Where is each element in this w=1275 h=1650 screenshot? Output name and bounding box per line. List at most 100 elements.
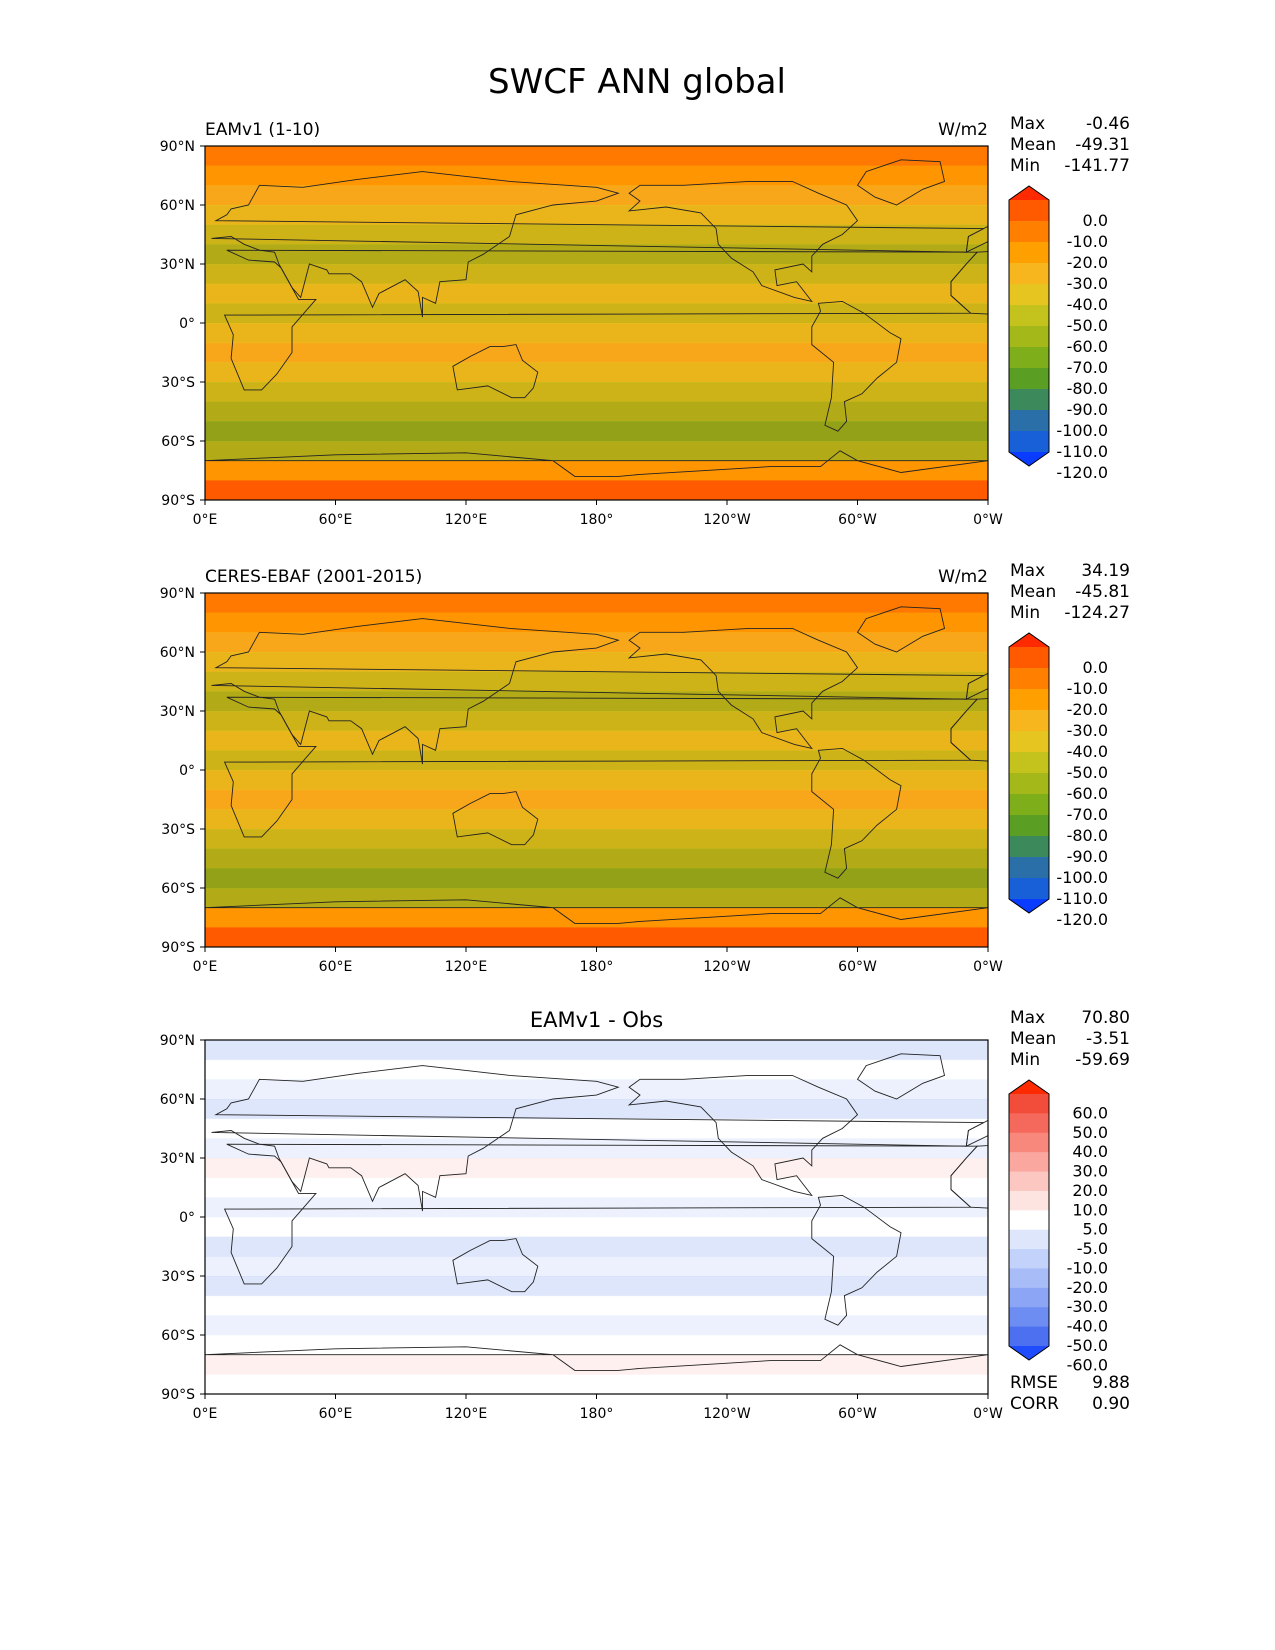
colorbar-outline xyxy=(1008,1079,1050,1361)
colorbar-label: -80.0 xyxy=(1067,379,1108,398)
coastline-africa xyxy=(223,696,979,838)
colorbar-segment xyxy=(1009,200,1049,222)
colorbar-segment xyxy=(1009,710,1049,732)
coastline-australia xyxy=(452,1238,539,1293)
stat-value: -0.46 xyxy=(1086,114,1130,134)
colorbar-bottom-extension xyxy=(1009,1346,1049,1360)
map-panel: EAMv1 (1-10) W/m2 0°E 60°E 120°E 180° 120°W 60°… xyxy=(160,114,1130,528)
panel-title: EAMv1 - Obs xyxy=(530,1008,663,1032)
colorbar-label: -50.0 xyxy=(1067,1336,1108,1355)
stat-label: Max xyxy=(1010,561,1045,581)
colorbar-label: -10.0 xyxy=(1067,232,1108,251)
x-tick-label: 120°E xyxy=(445,1406,488,1422)
map-band xyxy=(205,1040,988,1061)
map-band xyxy=(205,205,988,226)
map-band xyxy=(205,652,988,673)
colorbar-label: 50.0 xyxy=(1072,1123,1108,1142)
colorbar-label: -10.0 xyxy=(1067,679,1108,698)
map-band xyxy=(205,1374,988,1394)
colorbar-label: -50.0 xyxy=(1067,316,1108,335)
y-tick-label: 60°N xyxy=(160,645,195,661)
map-band xyxy=(205,1236,988,1257)
colorbar-segment xyxy=(1009,1190,1049,1211)
coastline-eurasia xyxy=(211,618,984,765)
map-band xyxy=(205,1099,988,1120)
colorbar-segment xyxy=(1009,284,1049,306)
figure-title: SWCF ANN global xyxy=(488,62,786,102)
colorbar-label: 0.0 xyxy=(1083,658,1108,677)
colorbar-outline xyxy=(1008,185,1050,467)
y-tick-label: 30°N xyxy=(160,704,195,720)
stat-label: CORR xyxy=(1010,1394,1059,1414)
y-tick-label: 0° xyxy=(179,1210,195,1226)
colorbar-segment xyxy=(1009,773,1049,795)
x-tick-label: 0°W xyxy=(973,959,1003,975)
colorbar-segment xyxy=(1009,347,1049,369)
y-tick-label: 30°S xyxy=(161,822,195,838)
colorbar-bottom-extension xyxy=(1009,899,1049,913)
colorbar-label: -60.0 xyxy=(1067,337,1108,356)
y-tick-label: 90°S xyxy=(161,493,195,509)
map-band xyxy=(205,264,988,285)
stat-label: Min xyxy=(1010,1050,1040,1070)
colorbar-top-extension xyxy=(1009,1080,1049,1094)
colorbar-label: -110.0 xyxy=(1056,442,1108,461)
colorbar-segment xyxy=(1009,1152,1049,1172)
stat-value: -141.77 xyxy=(1064,156,1130,176)
colorbar-label: 30.0 xyxy=(1072,1162,1108,1181)
stat-label: Min xyxy=(1010,156,1040,176)
map-panel: EAMv1 - Obs 0°E 60°E 120°E 180° 120°W 60°W 0°W 9… xyxy=(160,1008,1130,1422)
y-tick-label: 60°S xyxy=(161,434,195,450)
colorbar-segment xyxy=(1009,836,1049,858)
x-tick-label: 60°W xyxy=(838,512,877,528)
x-tick-label: 120°E xyxy=(445,512,488,528)
x-tick-label: 0°W xyxy=(973,1406,1003,1422)
map-band xyxy=(205,809,988,830)
x-tick-label: 0°E xyxy=(193,512,218,528)
map-band xyxy=(205,362,988,383)
map-band xyxy=(205,593,988,614)
map-band xyxy=(205,421,988,442)
map-field xyxy=(205,1040,988,1394)
colorbar-segment xyxy=(1009,1132,1049,1153)
y-tick-label: 60°S xyxy=(161,1328,195,1344)
map-band xyxy=(205,888,988,909)
colorbar-label: -90.0 xyxy=(1067,847,1108,866)
map-band xyxy=(205,632,988,653)
colorbar-segment xyxy=(1009,689,1049,711)
colorbar-segment xyxy=(1009,878,1049,900)
stat-value: 9.88 xyxy=(1092,1373,1130,1393)
map-band xyxy=(205,283,988,304)
map-panel: CERES-EBAF (2001-2015) W/m2 0°E 60°E 120°E 18… xyxy=(160,561,1130,975)
map-band xyxy=(205,401,988,422)
x-tick-label: 120°W xyxy=(703,959,751,975)
colorbar-segment xyxy=(1009,326,1049,348)
stat-label: Max xyxy=(1010,1008,1045,1028)
coastline-greenland xyxy=(856,1053,946,1100)
colorbar-label: 40.0 xyxy=(1072,1142,1108,1161)
stat-value: -124.27 xyxy=(1064,603,1130,623)
colorbar-label: -30.0 xyxy=(1067,1297,1108,1316)
map-band xyxy=(205,1138,988,1159)
map-band xyxy=(205,789,988,810)
stat-value: -49.31 xyxy=(1075,135,1130,155)
stat-value: -45.81 xyxy=(1075,582,1130,602)
y-tick-label: 30°N xyxy=(160,257,195,273)
coastline-north-america xyxy=(627,627,859,750)
colorbar: 0.0 -10.0 -20.0 -30.0 -40.0 -50.0 -60.0 -70.0 -8… xyxy=(1008,632,1108,929)
x-tick-label: 180° xyxy=(580,1406,614,1422)
colorbar-label: -100.0 xyxy=(1056,868,1108,887)
map-band xyxy=(205,1158,988,1179)
coastline-antarctica xyxy=(205,897,988,924)
colorbar-segment xyxy=(1009,1326,1049,1347)
colorbar-bottom-extension xyxy=(1009,452,1049,466)
y-tick-label: 90°N xyxy=(160,139,195,155)
colorbar-label: 5.0 xyxy=(1083,1220,1108,1239)
colorbar-label: 60.0 xyxy=(1072,1103,1108,1122)
y-tick-label: 30°N xyxy=(160,1151,195,1167)
colorbar-label: -50.0 xyxy=(1067,763,1108,782)
colorbar-label: 10.0 xyxy=(1072,1200,1108,1219)
x-tick-label: 60°W xyxy=(838,959,877,975)
colorbar-label: -70.0 xyxy=(1067,805,1108,824)
colorbar-segment xyxy=(1009,305,1049,327)
